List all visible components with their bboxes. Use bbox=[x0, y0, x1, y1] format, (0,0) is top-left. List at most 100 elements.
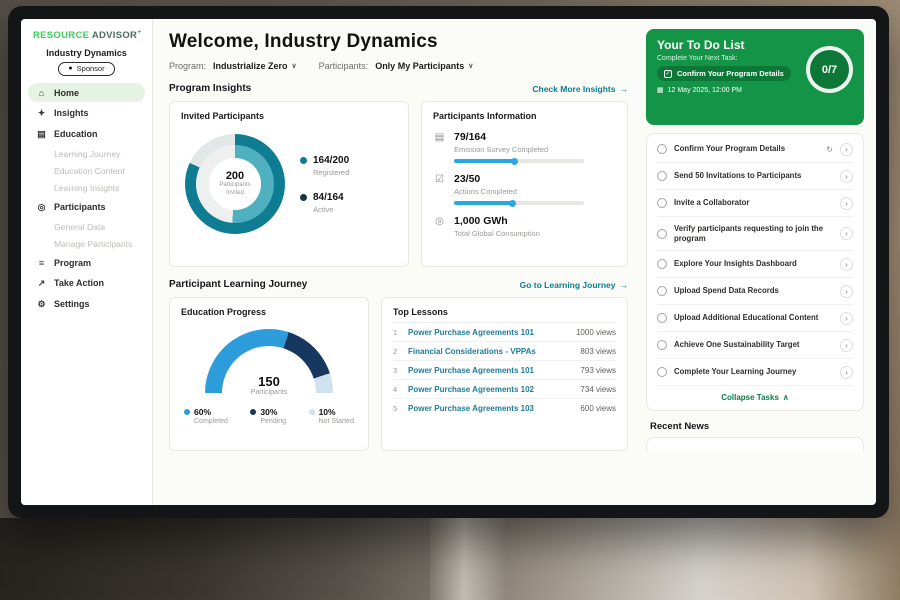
learning-journey-header: Participant Learning Journey Go to Learn… bbox=[169, 279, 628, 290]
go-to-learning-journey-link[interactable]: Go to Learning Journey → bbox=[520, 280, 628, 290]
task-checkbox[interactable] bbox=[657, 171, 667, 181]
lesson-views: 734 views bbox=[580, 384, 616, 394]
next-task-pill[interactable]: ✓ Confirm Your Program Details bbox=[657, 66, 791, 81]
chevron-right-icon[interactable]: › bbox=[840, 338, 853, 352]
stat-body: 23/50 Actions Completed bbox=[454, 173, 584, 207]
sidebar-item-participants[interactable]: ◎ Participants bbox=[28, 197, 145, 217]
sidebar-item-education[interactable]: ▤ Education bbox=[28, 124, 145, 144]
task-row-achieve-target[interactable]: Achieve One Sustainability Target › bbox=[657, 332, 853, 360]
collapse-tasks-link[interactable]: Collapse Tasks ∧ bbox=[657, 386, 853, 408]
sidebar-item-insights[interactable]: ✦ Insights bbox=[28, 103, 145, 123]
lesson-views: 793 views bbox=[580, 365, 616, 375]
task-checkbox[interactable] bbox=[657, 144, 667, 154]
task-row-verify-participants[interactable]: Verify participants requesting to join t… bbox=[657, 217, 853, 252]
task-row-send-invitations[interactable]: Send 50 Invitations to Participants › bbox=[657, 163, 853, 190]
todo-progress-value: 0/7 bbox=[821, 63, 838, 76]
chevron-right-icon[interactable]: › bbox=[840, 257, 853, 271]
lesson-link[interactable]: Power Purchase Agreements 102 bbox=[408, 384, 534, 394]
sidebar-item-education-content[interactable]: Education Content bbox=[54, 165, 125, 176]
chevron-right-icon[interactable]: › bbox=[840, 365, 853, 379]
sidebar-item-label: Participants bbox=[54, 202, 106, 213]
lesson-views: 600 views bbox=[580, 403, 616, 413]
survey-progress-bar bbox=[454, 157, 584, 165]
invited-chart-area: 200 Participants Invited 164/200 Registe… bbox=[181, 134, 397, 234]
chevron-right-icon[interactable]: › bbox=[840, 142, 853, 156]
task-label: Explore Your Insights Dashboard bbox=[674, 259, 797, 269]
task-label: Verify participants requesting to join t… bbox=[674, 223, 824, 243]
sponsor-badge[interactable]: ● Sponsor bbox=[58, 62, 115, 77]
lesson-row: 4 Power Purchase Agreements 102 734 view… bbox=[393, 380, 616, 399]
program-filter-label: Program: bbox=[169, 61, 207, 71]
chevron-right-icon[interactable]: › bbox=[840, 311, 853, 325]
logo-plus: + bbox=[137, 29, 142, 36]
lesson-rank: 1 bbox=[393, 327, 398, 337]
lesson-link[interactable]: Power Purchase Agreements 101 bbox=[408, 365, 534, 375]
stat-label: Emission Survey Completed bbox=[454, 145, 549, 154]
donut-center: 200 Participants Invited bbox=[209, 158, 261, 210]
sidebar-item-home[interactable]: ⌂ Home bbox=[28, 83, 145, 103]
sidebar-nav: ⌂ Home ✦ Insights ▤ Education Learning J… bbox=[21, 83, 152, 314]
chevron-right-icon[interactable]: › bbox=[840, 169, 853, 183]
legend-text: 30% Pending bbox=[260, 407, 286, 425]
task-checkbox[interactable] bbox=[657, 313, 667, 324]
gauge-center-value: 150 bbox=[258, 374, 280, 389]
task-checkbox[interactable] bbox=[657, 286, 667, 297]
lesson-link[interactable]: Financial Considerations - VPPAs bbox=[408, 346, 536, 356]
chevron-down-icon: ∨ bbox=[468, 63, 474, 70]
sidebar-item-program[interactable]: ≡ Program bbox=[28, 253, 145, 272]
program-insights-header: Program Insights Check More Insights → bbox=[169, 83, 628, 94]
education-progress-card: Education Progress 150 Participants 60% … bbox=[169, 297, 369, 451]
task-row-explore-insights[interactable]: Explore Your Insights Dashboard › bbox=[657, 251, 853, 279]
task-row-invite-collaborator[interactable]: Invite a Collaborator › bbox=[657, 190, 853, 217]
pending-label: Pending bbox=[260, 418, 287, 425]
lesson-views: 1000 views bbox=[575, 327, 616, 337]
actions-progress-bar bbox=[454, 199, 584, 207]
task-checkbox[interactable] bbox=[657, 367, 667, 378]
legend-not-started: 10% Not Started bbox=[308, 407, 354, 425]
sidebar-item-learning-journey[interactable]: Learning Journey bbox=[54, 148, 121, 159]
dashboard-screen: RESOURCE ADVISOR+ Industry Dynamics ● Sp… bbox=[21, 19, 876, 505]
legend-text: 164/200 Registered bbox=[313, 155, 349, 177]
actions-icon: ☑ bbox=[435, 174, 444, 185]
lessons-card-title: Top Lessons bbox=[393, 307, 616, 323]
todo-panel: Your To Do List Complete Your Next Task:… bbox=[642, 19, 876, 505]
active-label: Active bbox=[313, 204, 334, 214]
program-filter-dropdown[interactable]: Industrialize Zero ∨ bbox=[213, 61, 297, 71]
task-label: Invite a Collaborator bbox=[674, 197, 750, 207]
task-label: Confirm Your Program Details bbox=[674, 143, 786, 153]
stat-label: Actions Completed bbox=[454, 187, 517, 196]
task-checkbox[interactable] bbox=[657, 340, 667, 351]
program-insights-cards: Invited Participants 200 Participants In… bbox=[169, 101, 628, 267]
check-more-insights-link[interactable]: Check More Insights → bbox=[532, 84, 628, 94]
task-checkbox[interactable] bbox=[657, 228, 667, 239]
page-title: Welcome, Industry Dynamics bbox=[169, 31, 438, 52]
home-icon: ⌂ bbox=[38, 87, 45, 98]
gauge-center-label: Participants bbox=[250, 389, 288, 396]
chevron-right-icon[interactable]: › bbox=[840, 284, 853, 298]
task-row-confirm-program[interactable]: Confirm Your Program Details ↻ › bbox=[657, 136, 853, 163]
settings-icon: ⚙ bbox=[37, 298, 46, 309]
sidebar-item-take-action[interactable]: ↗ Take Action bbox=[28, 273, 145, 293]
sidebar-item-settings[interactable]: ⚙ Settings bbox=[28, 294, 145, 314]
chevron-right-icon[interactable]: › bbox=[840, 196, 853, 210]
task-row-upload-spend-data[interactable]: Upload Spend Data Records › bbox=[657, 278, 853, 306]
stat-actions-completed: ☑ 23/50 Actions Completed bbox=[433, 173, 616, 207]
participants-filter-dropdown[interactable]: Only My Participants ∨ bbox=[375, 61, 473, 71]
task-checkbox[interactable] bbox=[657, 259, 667, 270]
sidebar-item-label: Home bbox=[54, 87, 80, 98]
lesson-link[interactable]: Power Purchase Agreements 101 bbox=[408, 327, 534, 337]
task-label: Upload Additional Educational Content bbox=[674, 313, 819, 323]
lesson-link[interactable]: Power Purchase Agreements 103 bbox=[408, 403, 534, 413]
todo-subtitle: Complete Your Next Task: bbox=[657, 55, 738, 62]
task-row-complete-learning-journey[interactable]: Complete Your Learning Journey › bbox=[657, 359, 853, 387]
task-checkbox[interactable] bbox=[657, 198, 667, 208]
chevron-right-icon[interactable]: › bbox=[840, 227, 853, 241]
todo-task-list: Confirm Your Program Details ↻ › Send 50… bbox=[646, 133, 864, 412]
next-task-due: ▦ 12 May 2025, 12:00 PM bbox=[657, 86, 853, 95]
checkbox-icon: ✓ bbox=[664, 69, 672, 78]
sidebar-item-manage-participants[interactable]: Manage Participants bbox=[54, 238, 133, 249]
chevron-up-icon: ∧ bbox=[782, 393, 789, 403]
task-row-upload-educational-content[interactable]: Upload Additional Educational Content › bbox=[657, 305, 853, 333]
sidebar-item-general-data[interactable]: General Data bbox=[54, 221, 106, 232]
sidebar-item-learning-insights[interactable]: Learning Insights bbox=[54, 182, 120, 193]
